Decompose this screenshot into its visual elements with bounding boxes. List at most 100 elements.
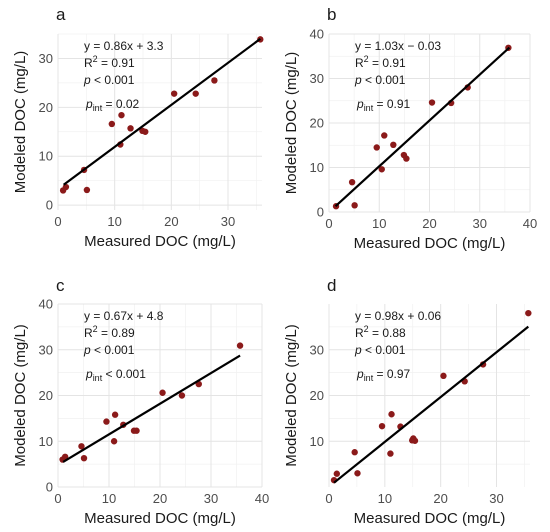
y-tick-label: 30	[310, 71, 324, 86]
r-squared-label: R2 = 0.91	[355, 54, 406, 70]
data-point	[103, 418, 110, 425]
data-point	[411, 437, 419, 444]
p-value-label: p < 0.001	[83, 343, 135, 357]
data-point	[351, 449, 358, 456]
y-tick-label: 10	[39, 149, 53, 164]
data-point	[78, 443, 85, 450]
data-point	[351, 202, 358, 209]
x-tick-label: 30	[473, 216, 487, 231]
equation-label: y = 0.67x + 4.8	[84, 309, 164, 323]
data-point	[127, 125, 134, 132]
y-tick-label: 20	[39, 388, 53, 403]
y-tick-label: 30	[310, 342, 324, 357]
x-axis-title: Measured DOC (mg/L)	[84, 510, 236, 527]
y-tick-label: 0	[46, 480, 53, 495]
r-squared-label: R2 = 0.89	[84, 324, 135, 340]
regression-line	[334, 46, 511, 207]
data-point	[403, 155, 410, 162]
data-point	[61, 453, 69, 461]
panel-d: 0 10 20 30 10 20 30 d Measured DOC (mg/L) Modeled…	[283, 276, 532, 527]
data-point	[192, 90, 199, 97]
data-point	[387, 450, 394, 457]
x-tick-label: 0	[54, 214, 61, 229]
y-axis-title: Modeled DOC (mg/L)	[283, 324, 300, 467]
p-int-label: pint = 0.91	[356, 97, 411, 113]
y-tick-label: 0	[46, 198, 53, 213]
y-axis-title: Modeled DOC (mg/L)	[12, 51, 29, 194]
panel-label: b	[327, 5, 336, 24]
data-point	[170, 90, 178, 97]
data-point	[373, 144, 380, 151]
equation-label: y = 0.98x + 0.06	[355, 309, 441, 323]
x-tick-label: 0	[54, 491, 61, 506]
data-point	[525, 309, 532, 317]
data-point	[333, 470, 341, 477]
y-tick-label: 20	[310, 116, 324, 131]
data-point	[159, 389, 166, 396]
data-point	[108, 120, 116, 128]
x-tick-label: 20	[164, 214, 178, 229]
data-point	[354, 470, 361, 477]
y-tick-label: 30	[39, 342, 53, 357]
r-squared-label: R2 = 0.88	[355, 324, 406, 340]
y-tick-label: 40	[39, 297, 53, 312]
regression-line	[62, 354, 241, 463]
x-tick-label: 10	[378, 491, 392, 506]
panel-label: a	[56, 5, 66, 24]
data-point	[142, 128, 149, 135]
y-tick-label: 40	[310, 27, 324, 42]
p-int-label: pint = 0.97	[356, 367, 411, 383]
x-tick-label: 10	[372, 216, 386, 231]
x-tick-label: 10	[107, 214, 121, 229]
y-tick-label: 20	[310, 388, 324, 403]
data-point	[118, 111, 125, 119]
regression-line	[333, 325, 530, 484]
y-axis-title: Modeled DOC (mg/L)	[12, 324, 29, 467]
data-point	[388, 411, 395, 418]
data-point	[178, 392, 186, 399]
y-axis-title: Modeled DOC (mg/L)	[283, 52, 300, 195]
data-point	[111, 411, 119, 418]
data-point	[83, 186, 91, 194]
p-value-label: p < 0.001	[354, 343, 406, 357]
y-tick-label: 20	[39, 100, 53, 115]
y-tick-label: 10	[310, 434, 324, 449]
x-tick-label: 0	[325, 491, 332, 506]
data-point	[211, 77, 218, 84]
data-point	[378, 166, 385, 173]
y-tick-label: 30	[39, 51, 53, 66]
data-point	[390, 141, 397, 149]
x-tick-label: 20	[422, 216, 436, 231]
p-value-label: p < 0.001	[83, 73, 135, 87]
y-tick-label: 10	[39, 434, 53, 449]
data-point	[80, 454, 88, 462]
x-tick-label: 0	[325, 216, 332, 231]
r-squared-label: R2 = 0.91	[84, 54, 135, 70]
panel-label: c	[56, 276, 65, 295]
data-point	[440, 372, 447, 380]
x-tick-label: 30	[204, 491, 218, 506]
x-tick-label: 20	[433, 491, 447, 506]
data-point	[133, 427, 140, 434]
data-point	[236, 342, 244, 349]
x-tick-label: 30	[221, 214, 235, 229]
y-tick-label: 0	[317, 205, 324, 220]
regression-line	[63, 37, 261, 186]
p-int-label: pint = 0.02	[85, 97, 140, 113]
data-point	[381, 132, 388, 139]
y-tick-label: 10	[310, 160, 324, 175]
x-tick-label: 10	[102, 491, 116, 506]
x-axis-title: Measured DOC (mg/L)	[84, 233, 236, 250]
data-point	[110, 438, 118, 445]
data-point	[348, 178, 356, 186]
x-axis-title: Measured DOC (mg/L)	[354, 510, 506, 527]
x-axis-title: Measured DOC (mg/L)	[354, 235, 506, 252]
x-tick-label: 40	[255, 491, 269, 506]
p-value-label: p < 0.001	[354, 73, 406, 87]
data-point	[378, 422, 386, 430]
equation-label: y = 0.86x + 3.3	[84, 39, 164, 53]
x-tick-label: 20	[153, 491, 167, 506]
p-int-label: pint < 0.001	[85, 367, 146, 383]
